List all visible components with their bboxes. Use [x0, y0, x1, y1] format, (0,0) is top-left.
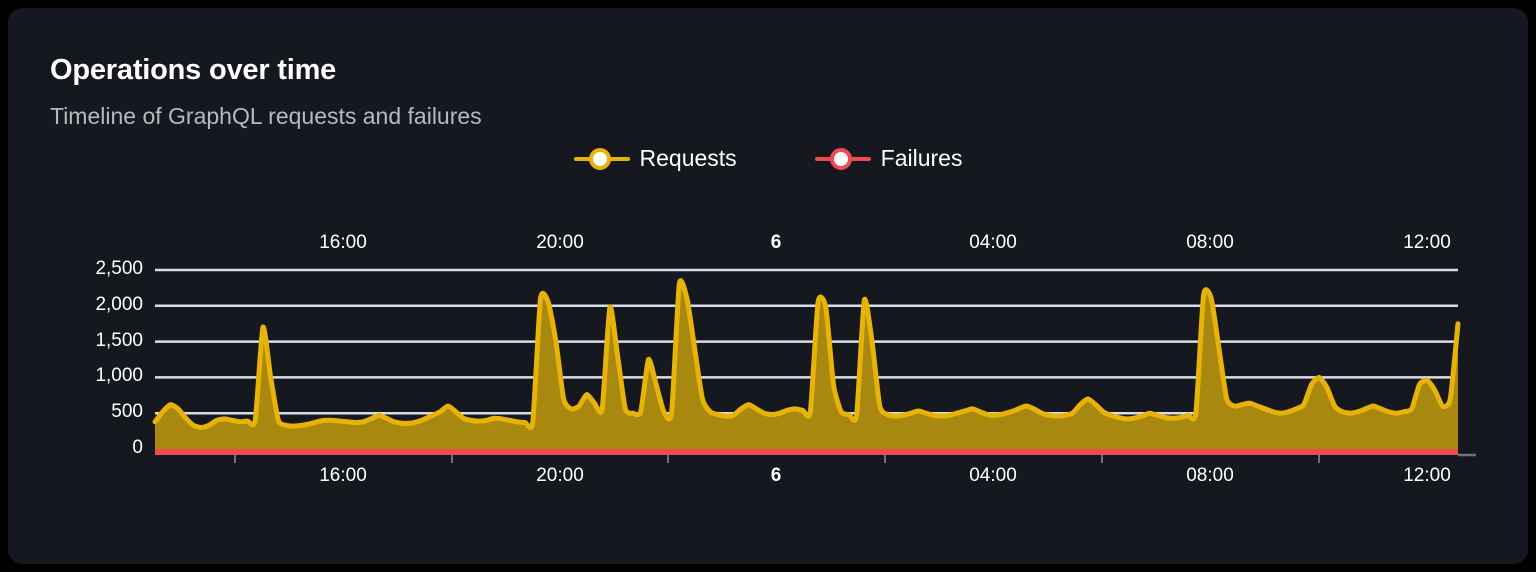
y-axis-tick-label: 500	[111, 401, 143, 423]
y-axis-tick-label: 0	[132, 437, 143, 458]
x-axis-tick-label-top: 04:00	[969, 232, 1017, 253]
x-axis-tick-label-top: 20:00	[536, 232, 584, 253]
circle-marker-icon	[573, 146, 630, 172]
y-axis-tick-label: 2,500	[95, 258, 143, 279]
legend-item-requests[interactable]: Requests	[573, 145, 737, 172]
chart-card: Operations over time Timeline of GraphQL…	[8, 8, 1528, 564]
x-axis-tick-label-bottom: 6	[770, 465, 782, 486]
x-axis-tick-label-bottom: 08:00	[1186, 465, 1234, 486]
chart-plot-area[interactable]: 0 500 1,000 1,500 2,000 2,500 16:00 20:00 6 04:00…	[8, 8, 1528, 564]
legend-label-requests: Requests	[639, 145, 737, 171]
chart-legend: Requests Failures	[8, 145, 1528, 172]
y-axis-tick-label: 2,000	[95, 293, 143, 315]
x-axis-tick-label-top: 12:00	[1403, 232, 1451, 253]
requests-line[interactable]	[152, 278, 1461, 431]
page-title: Operations over time	[50, 54, 337, 86]
x-axis-tick-label-top: 16:00	[319, 232, 367, 253]
y-axis-tick-label: 1,500	[95, 329, 143, 351]
x-axis-tick-label-bottom: 16:00	[319, 465, 367, 486]
x-axis-tick-label-bottom: 12:00	[1403, 465, 1451, 486]
x-axis-tick-label-bottom: 20:00	[536, 465, 584, 486]
x-axis-tick-label-bottom: 04:00	[969, 465, 1017, 486]
x-axis-tick-label-top: 08:00	[1186, 232, 1234, 253]
circle-marker-icon	[814, 146, 871, 172]
x-axis-tick-label-top: 6	[770, 232, 782, 253]
legend-item-failures[interactable]: Failures	[814, 145, 963, 172]
operations-over-time-chart[interactable]	[8, 8, 1528, 564]
legend-label-failures: Failures	[880, 145, 963, 171]
chart-subtitle: Timeline of GraphQL requests and failure…	[50, 103, 482, 129]
y-axis-tick-label: 1,000	[95, 365, 143, 387]
